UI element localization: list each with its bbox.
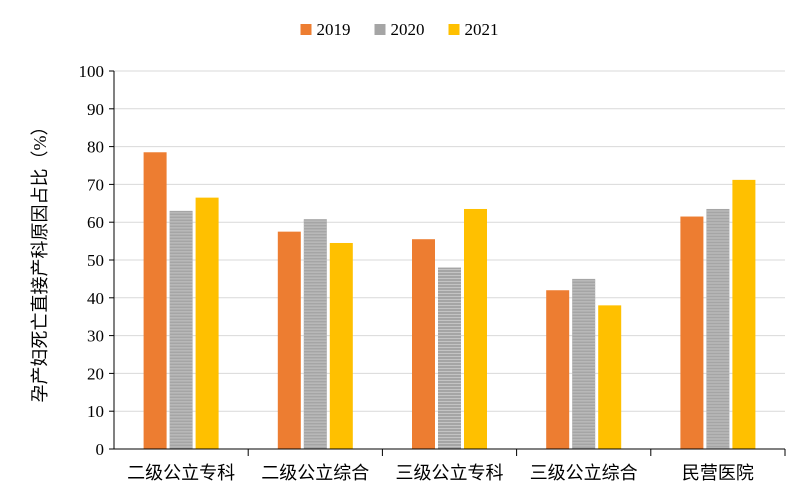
x-tick-label: 三级公立综合	[530, 463, 638, 483]
x-axis-labels: 二级公立专科 二级公立综合 三级公立专科 三级公立综合 民营医院	[127, 449, 786, 483]
bar-2019-1	[143, 152, 167, 449]
bar-2019-4	[546, 290, 570, 449]
y-tick-label: 80	[87, 138, 104, 157]
y-tick-label: 20	[87, 364, 104, 383]
y-axis-ticks: 0 10 20 30 40 50 60 70 80 90 100	[79, 62, 114, 459]
bars	[143, 152, 756, 450]
legend: 2019 2020 2021	[300, 20, 499, 39]
bar-2021-4	[598, 305, 622, 449]
y-tick-label: 30	[87, 327, 104, 346]
bar-2021-2	[329, 242, 353, 449]
y-tick-label: 50	[87, 251, 104, 270]
x-tick-label: 二级公立专科	[127, 463, 235, 483]
gridlines	[114, 70, 785, 412]
y-tick-label: 10	[87, 402, 104, 421]
y-tick-label: 100	[79, 62, 105, 81]
bar-2021-1	[195, 197, 219, 449]
legend-label-2019: 2019	[317, 20, 351, 39]
bar-2019-3	[412, 239, 435, 449]
y-tick-label: 70	[87, 175, 104, 194]
legend-swatch-2020	[374, 24, 386, 35]
bar-2019-5	[680, 216, 704, 449]
x-tick-label: 民营医院	[682, 463, 754, 483]
bar-2021-5	[732, 179, 756, 449]
bar-2019-2	[277, 231, 301, 449]
y-tick-label: 40	[87, 289, 104, 308]
bar-2021-3	[464, 208, 487, 449]
legend-swatch-2019	[300, 24, 312, 35]
legend-swatch-2021	[448, 24, 460, 35]
legend-label-2020: 2020	[391, 20, 425, 39]
y-tick-label: 0	[96, 440, 105, 459]
y-tick-label: 60	[87, 213, 104, 232]
x-tick-label: 三级公立专科	[396, 463, 504, 483]
x-tick-label: 二级公立综合	[261, 463, 369, 483]
legend-label-2021: 2021	[465, 20, 499, 39]
y-tick-label: 90	[87, 100, 104, 119]
bar-2020-3	[438, 267, 461, 449]
y-axis-title: 孕产妇死亡直接产科原因占比（%）	[30, 118, 50, 403]
bar-2020-5	[706, 208, 730, 449]
bar-2020-2	[303, 219, 327, 449]
